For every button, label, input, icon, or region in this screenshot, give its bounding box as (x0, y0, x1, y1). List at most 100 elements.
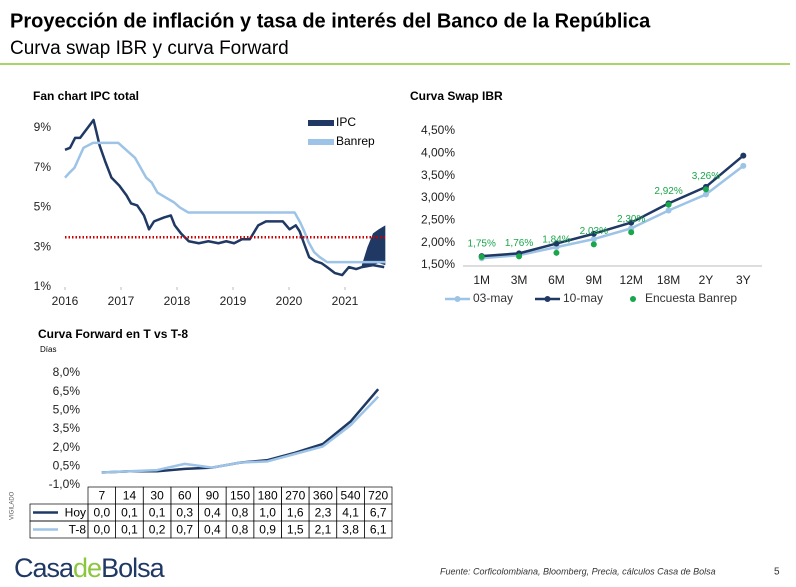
y-tick-label: 8,0% (53, 365, 81, 379)
series-line (64, 118, 385, 277)
table-cell (364, 486, 393, 539)
table-header: 270 (285, 489, 305, 503)
x-tick-label: 2019 (220, 294, 247, 308)
logo-part: Casa (14, 553, 75, 583)
table-value: 0,7 (176, 523, 193, 537)
table-value: 3,8 (342, 523, 359, 537)
x-tick-label: 2021 (332, 294, 359, 308)
x-tick-label: 18M (657, 273, 680, 287)
x-tick-label: 2017 (108, 294, 135, 308)
legend-label: 03-may (473, 291, 513, 305)
y-tick-label: 1,50% (421, 257, 455, 271)
y-tick-label: 4,50% (421, 123, 455, 137)
series-line (481, 164, 745, 260)
chart-title: Fan chart IPC total (33, 89, 139, 103)
x-tick-label: 3Y (736, 273, 751, 287)
logo-part: de (73, 553, 101, 583)
marker (553, 240, 560, 247)
legend-label: T-8 (69, 523, 87, 537)
x-tick-label: 2018 (164, 294, 191, 308)
source-note: Fuente: Corficolombiana, Bloomberg, Prec… (440, 566, 716, 576)
y-tick-label: 7% (34, 160, 52, 174)
y-tick-label: 0,5% (53, 459, 81, 473)
data-label: 1,75% (468, 238, 496, 249)
x-tick-label: 2016 (52, 294, 79, 308)
y-tick-label: 6,5% (53, 384, 81, 398)
table-value: 1,6 (287, 506, 304, 520)
table-value: 0,2 (149, 523, 166, 537)
y-tick-label: 4,00% (421, 146, 455, 160)
unit-label: Días (40, 345, 56, 354)
vigilado: VIGILADO (10, 491, 16, 520)
chart-title: Curva Swap IBR (410, 89, 503, 103)
table-value: 0,0 (93, 506, 110, 520)
x-tick-label: 9M (585, 273, 602, 287)
y-tick-label: 5% (34, 200, 52, 214)
table-value: 0,8 (232, 523, 249, 537)
table-header: 150 (230, 489, 250, 503)
table-value: 0,9 (259, 523, 276, 537)
logo: CasadeBolsa (14, 553, 166, 583)
legend-swatch (454, 296, 461, 302)
x-tick-label: 6M (548, 273, 565, 287)
legend-label: Banrep (336, 134, 375, 148)
marker (590, 241, 597, 248)
data-label: 3,26% (692, 171, 720, 182)
marker (628, 229, 635, 236)
series-line (64, 141, 386, 264)
table-header: 540 (341, 489, 361, 503)
legend-swatch (630, 296, 636, 302)
y-tick-label: 2,00% (421, 235, 455, 249)
series-line (101, 395, 380, 474)
fan-band (361, 225, 386, 268)
data-label: 1,84% (542, 234, 570, 245)
table-value: 0,1 (149, 506, 166, 520)
marker (516, 253, 523, 260)
marker (740, 152, 747, 159)
marker (702, 186, 709, 193)
marker (740, 162, 747, 169)
table-header: 360 (313, 489, 333, 503)
table-value: 6,1 (370, 523, 387, 537)
series-line (481, 154, 745, 258)
table-value: 0,0 (93, 523, 110, 537)
table-value: 4,1 (342, 506, 359, 520)
table-row-head (29, 520, 89, 539)
table-header: 720 (368, 489, 388, 503)
marker (702, 191, 709, 198)
table-header: 7 (98, 489, 105, 503)
y-tick-label: 3,50% (421, 168, 455, 182)
table-value: 1,5 (287, 523, 304, 537)
table-value: 0,4 (204, 506, 221, 520)
slide-title: Proyección de inflación y tasa de interé… (10, 10, 651, 32)
legend-swatch (544, 296, 551, 302)
marker (665, 207, 672, 214)
legend-label: Hoy (65, 506, 86, 520)
table-header: 30 (150, 489, 164, 503)
table-value: 2,3 (315, 506, 332, 520)
table-value: 1,0 (259, 506, 276, 520)
y-tick-label: 3% (34, 239, 52, 253)
y-tick-label: 9% (34, 120, 52, 134)
data-label: 2,30% (617, 214, 645, 225)
y-tick-label: 5,0% (53, 403, 81, 417)
y-tick-label: 2,50% (421, 213, 455, 227)
table-value: 6,7 (370, 506, 387, 520)
table-value: 0,4 (204, 523, 221, 537)
table-value: 0,1 (121, 506, 138, 520)
marker (478, 253, 485, 260)
y-tick-label: 2,0% (53, 440, 81, 454)
y-tick-label: 1% (34, 279, 52, 293)
marker (628, 219, 635, 226)
x-tick-label: 12M (620, 273, 643, 287)
marker (665, 201, 672, 208)
marker (553, 249, 560, 256)
y-tick-label: 3,00% (421, 190, 455, 204)
table-value: 0,8 (232, 506, 249, 520)
data-label: 2,03% (580, 226, 608, 237)
legend-label: Encuesta Banrep (645, 291, 737, 305)
x-tick-label: 2020 (276, 294, 303, 308)
table-header: 180 (258, 489, 278, 503)
